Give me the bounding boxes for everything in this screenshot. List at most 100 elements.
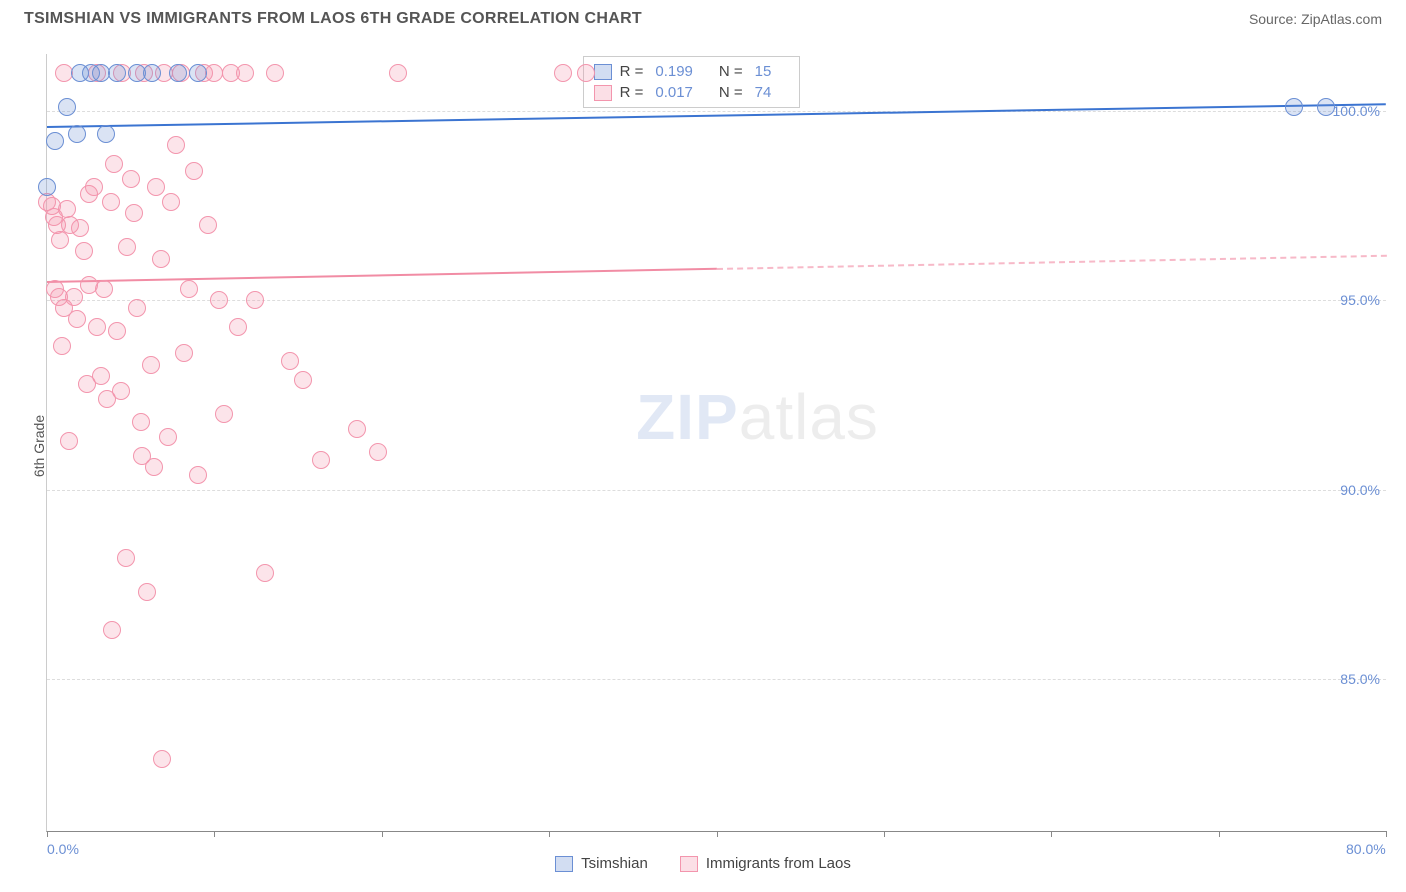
stats-row-1: R = 0.199 N = 15 [594,61,790,82]
scatter-point [138,583,156,601]
scatter-point [167,136,185,154]
watermark: ZIPatlas [636,380,879,454]
scatter-point [46,132,64,150]
bottom-legend: Tsimshian Immigrants from Laos [0,855,1406,872]
scatter-point [1317,98,1335,116]
scatter-point [185,162,203,180]
legend-swatch-blue-bottom [555,856,573,872]
scatter-point [266,64,284,82]
scatter-point [60,432,78,450]
scatter-point [132,413,150,431]
scatter-point [1285,98,1303,116]
scatter-point [38,178,56,196]
scatter-point [577,64,595,82]
scatter-point [103,621,121,639]
watermark-zip: ZIP [636,381,739,453]
n-label: N = [719,63,743,80]
chart-plot-area: ZIPatlas R = 0.199 N = 15 R = 0.017 N = … [46,54,1386,832]
x-tick [1219,831,1220,837]
n-value-2: 74 [755,84,772,101]
scatter-point [108,322,126,340]
trend-line-pink-solid [47,268,717,283]
chart-title: TSIMSHIAN VS IMMIGRANTS FROM LAOS 6TH GR… [24,10,642,28]
scatter-point [75,242,93,260]
scatter-point [68,310,86,328]
scatter-point [153,750,171,768]
source-label: Source: ZipAtlas.com [1249,11,1382,27]
scatter-point [369,443,387,461]
watermark-atlas: atlas [739,381,879,453]
stats-legend: R = 0.199 N = 15 R = 0.017 N = 74 [583,56,801,108]
scatter-point [210,291,228,309]
scatter-point [180,280,198,298]
x-tick [1386,831,1387,837]
scatter-point [205,64,223,82]
scatter-point [256,564,274,582]
scatter-point [169,64,187,82]
scatter-point [102,193,120,211]
scatter-point [117,549,135,567]
gridline [47,679,1386,680]
r-label-2: R = [620,84,644,101]
scatter-point [147,178,165,196]
y-axis-label: 6th Grade [31,415,47,477]
scatter-point [92,64,110,82]
legend-swatch-blue [594,64,612,80]
scatter-point [65,288,83,306]
scatter-point [58,98,76,116]
legend-swatch-pink [594,85,612,101]
scatter-point [118,238,136,256]
scatter-point [554,64,572,82]
trend-line-pink-dashed [716,255,1386,270]
legend-item-2: Immigrants from Laos [680,855,851,872]
scatter-point [236,64,254,82]
scatter-point [125,204,143,222]
scatter-point [55,64,73,82]
n-label-2: N = [719,84,743,101]
x-tick [47,831,48,837]
scatter-point [152,250,170,268]
scatter-point [78,375,96,393]
legend-swatch-pink-bottom [680,856,698,872]
y-tick-label: 90.0% [1340,482,1380,498]
scatter-point [189,64,207,82]
scatter-point [112,382,130,400]
n-value-1: 15 [755,63,772,80]
y-tick-label: 85.0% [1340,671,1380,687]
scatter-point [143,64,161,82]
scatter-point [88,318,106,336]
legend-item-1: Tsimshian [555,855,648,872]
x-tick [1051,831,1052,837]
scatter-point [246,291,264,309]
scatter-point [294,371,312,389]
scatter-point [189,466,207,484]
scatter-point [68,125,86,143]
r-value-1: 0.199 [655,63,693,80]
scatter-point [348,420,366,438]
scatter-point [389,64,407,82]
scatter-point [281,352,299,370]
scatter-point [142,356,160,374]
scatter-point [145,458,163,476]
gridline [47,111,1386,112]
scatter-point [108,64,126,82]
scatter-point [85,178,103,196]
scatter-point [51,231,69,249]
scatter-point [312,451,330,469]
scatter-point [175,344,193,362]
x-tick [382,831,383,837]
stats-row-2: R = 0.017 N = 74 [594,82,790,103]
scatter-point [162,193,180,211]
x-tick [214,831,215,837]
scatter-point [199,216,217,234]
r-value-2: 0.017 [655,84,693,101]
gridline [47,490,1386,491]
scatter-point [215,405,233,423]
scatter-point [71,219,89,237]
scatter-point [53,337,71,355]
x-tick [549,831,550,837]
y-tick-label: 95.0% [1340,292,1380,308]
scatter-point [95,280,113,298]
legend-label-2: Immigrants from Laos [706,855,851,872]
scatter-point [128,299,146,317]
